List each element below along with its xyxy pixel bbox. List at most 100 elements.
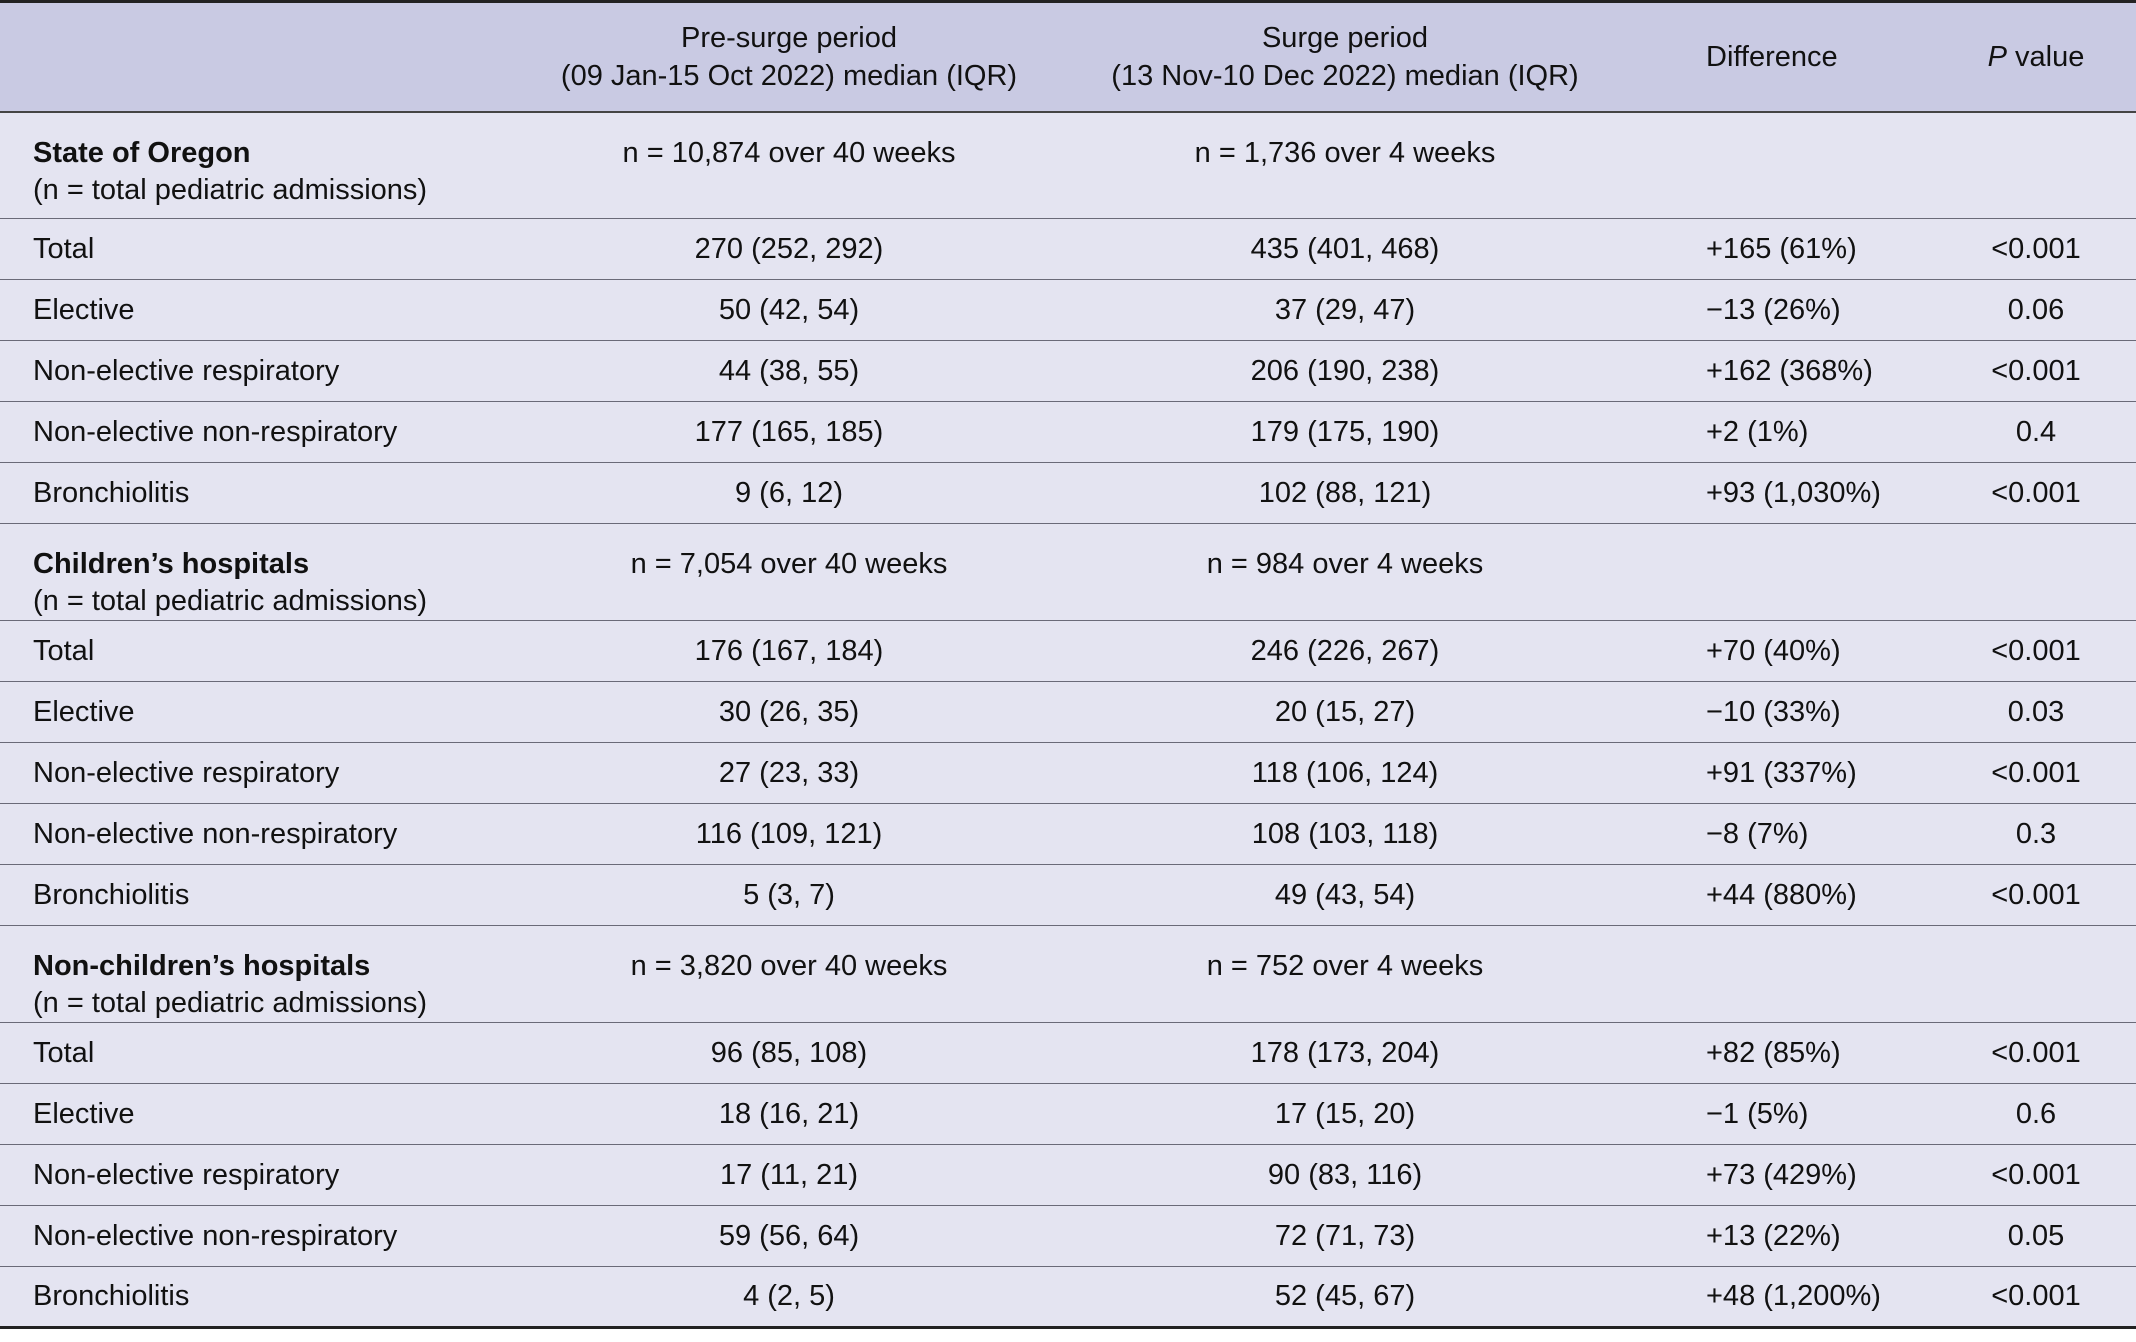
row-difference: +91 (337%) (1706, 756, 1857, 789)
row-label: Non-elective non-respiratory (33, 1219, 398, 1252)
header-surge: Surge period (13 Nov-10 Dec 2022) median… (1050, 2, 1640, 112)
section-header-row: Non-children’s hospitals (n = total pedia… (0, 925, 2136, 1023)
section-empty-diff (1640, 926, 1936, 1023)
row-surge-value: 17 (15, 20) (1274, 1097, 1416, 1130)
row-pre-surge-value: 9 (6, 12) (735, 476, 843, 509)
row-p-value: <0.001 (1991, 354, 2081, 387)
row-surge-value: 108 (103, 118) (1251, 817, 1439, 850)
section-n-pre: n = 3,820 over 40 weeks (630, 950, 948, 982)
header-row: Pre-surge period (09 Jan-15 Oct 2022) me… (0, 1, 2136, 112)
row-label: Total (33, 1036, 95, 1069)
table-row: Non-elective non-respiratory 116 (109, 12… (0, 803, 2136, 865)
section-n-surge: n = 1,736 over 4 weeks (1194, 136, 1496, 169)
section-header-row: State of Oregon (n = total pediatric admi… (0, 111, 2136, 219)
row-difference: −1 (5%) (1706, 1097, 1809, 1130)
header-p-value: P value (1936, 2, 2136, 112)
section-name: Children’s hospitals (33, 548, 310, 580)
row-p-value: 0.05 (2007, 1219, 2065, 1252)
row-p-value: 0.4 (2015, 415, 2057, 448)
row-label: Non-elective non-respiratory (33, 817, 398, 850)
row-pre-surge-value: 59 (56, 64) (718, 1219, 860, 1252)
row-pre-surge-value: 44 (38, 55) (718, 354, 860, 387)
row-p-value: 0.3 (2015, 817, 2057, 850)
row-pre-surge-value: 17 (11, 21) (719, 1158, 859, 1191)
row-surge-value: 102 (88, 121) (1258, 476, 1432, 509)
row-pre-surge-value: 4 (2, 5) (743, 1280, 835, 1312)
section-n-surge: n = 984 over 4 weeks (1206, 548, 1484, 580)
row-surge-value: 52 (45, 67) (1274, 1280, 1416, 1312)
row-surge-value: 435 (401, 468) (1250, 232, 1440, 265)
row-p-value: <0.001 (1991, 634, 2081, 667)
table-row: Total 270 (252, 292) 435 (401, 468) +165 (6… (0, 218, 2136, 280)
row-p-value: <0.001 (1991, 476, 2081, 509)
section-n-pre: n = 7,054 over 40 weeks (630, 548, 948, 580)
row-difference: +13 (22%) (1706, 1219, 1841, 1252)
table-row: Bronchiolitis 5 (3, 7) 49 (43, 54) +44 (880… (0, 864, 2136, 926)
section-subtitle: (n = total pediatric admissions) (33, 987, 428, 1019)
section-n-surge: n = 752 over 4 weeks (1206, 950, 1484, 982)
row-surge-value: 37 (29, 47) (1274, 293, 1416, 326)
row-difference: +162 (368%) (1706, 354, 1873, 387)
row-p-value: <0.001 (1991, 1158, 2081, 1191)
table-row: Bronchiolitis 4 (2, 5) 52 (45, 67) +48 (1,2… (0, 1266, 2136, 1328)
header-pre-line2: (09 Jan-15 Oct 2022) median (IQR) (560, 59, 1018, 92)
table-row: Non-elective non-respiratory 59 (56, 64) 7… (0, 1205, 2136, 1267)
row-surge-value: 178 (173, 204) (1250, 1036, 1440, 1069)
header-surge-line1: Surge period (1261, 21, 1429, 54)
row-label: Elective (33, 1097, 135, 1130)
table-row: Elective 18 (16, 21) 17 (15, 20) −1 (5%) 0.6 (0, 1083, 2136, 1145)
row-surge-value: 246 (226, 267) (1250, 634, 1440, 667)
row-difference: +165 (61%) (1706, 232, 1857, 265)
row-pre-surge-value: 116 (109, 121) (695, 817, 883, 850)
row-surge-value: 72 (71, 73) (1274, 1219, 1416, 1252)
table-row: Bronchiolitis 9 (6, 12) 102 (88, 121) +93 (… (0, 462, 2136, 524)
header-p-rest: value (2006, 40, 2085, 73)
row-label: Bronchiolitis (33, 476, 190, 509)
row-pre-surge-value: 30 (26, 35) (718, 695, 860, 728)
header-pre-line1: Pre-surge period (681, 21, 897, 54)
table-row: Total 96 (85, 108) 178 (173, 204) +82 (85%)… (0, 1022, 2136, 1084)
table-row: Non-elective respiratory 27 (23, 33) 118 (… (0, 742, 2136, 804)
section-empty-diff (1640, 524, 1936, 621)
header-surge-line2: (13 Nov-10 Dec 2022) median (IQR) (1111, 59, 1579, 92)
section-subtitle: (n = total pediatric admissions) (33, 585, 428, 617)
table-row: Non-elective non-respiratory 177 (165, 18… (0, 401, 2136, 463)
table-row: Elective 50 (42, 54) 37 (29, 47) −13 (26%) 0… (0, 279, 2136, 341)
row-label: Elective (33, 293, 135, 326)
header-pre-surge: Pre-surge period (09 Jan-15 Oct 2022) me… (528, 2, 1050, 112)
row-surge-value: 206 (190, 238) (1250, 354, 1440, 387)
row-label: Total (33, 232, 95, 265)
row-pre-surge-value: 50 (42, 54) (718, 293, 860, 326)
row-p-value: <0.001 (1991, 756, 2081, 789)
row-p-value: <0.001 (1991, 878, 2081, 911)
row-label: Non-elective respiratory (33, 1158, 340, 1191)
row-pre-surge-value: 176 (167, 184) (694, 634, 884, 667)
section-name: Non-children’s hospitals (33, 950, 371, 982)
table-row: Total 176 (167, 184) 246 (226, 267) +70 (40… (0, 620, 2136, 682)
row-pre-surge-value: 96 (85, 108) (710, 1036, 868, 1069)
section-subtitle: (n = total pediatric admissions) (33, 173, 428, 206)
row-p-value: 0.06 (2007, 293, 2065, 326)
row-difference: +73 (429%) (1706, 1158, 1857, 1191)
section-label: Children’s hospitals (n = total pediatric… (0, 524, 528, 621)
row-difference: +48 (1,200%) (1706, 1280, 1881, 1312)
row-pre-surge-value: 27 (23, 33) (718, 756, 860, 789)
row-label: Non-elective non-respiratory (33, 415, 398, 448)
row-surge-value: 118 (106, 124) (1251, 756, 1439, 789)
table-row: Non-elective respiratory 17 (11, 21) 90 (8… (0, 1144, 2136, 1206)
row-difference: +82 (85%) (1706, 1036, 1841, 1069)
section-name: State of Oregon (33, 136, 251, 169)
table-body: State of Oregon (n = total pediatric admi… (0, 111, 2136, 1328)
row-difference: −10 (33%) (1706, 695, 1841, 728)
row-difference: +2 (1%) (1706, 415, 1809, 448)
row-surge-value: 90 (83, 116) (1267, 1158, 1423, 1191)
row-p-value: <0.001 (1991, 1036, 2081, 1069)
section-header-row: Children’s hospitals (n = total pediatric… (0, 523, 2136, 621)
row-label: Non-elective respiratory (33, 756, 340, 789)
row-p-value: <0.001 (1991, 1280, 2081, 1312)
section-empty-p (1936, 524, 2136, 621)
row-label: Bronchiolitis (33, 878, 190, 911)
row-p-value: <0.001 (1991, 232, 2081, 265)
